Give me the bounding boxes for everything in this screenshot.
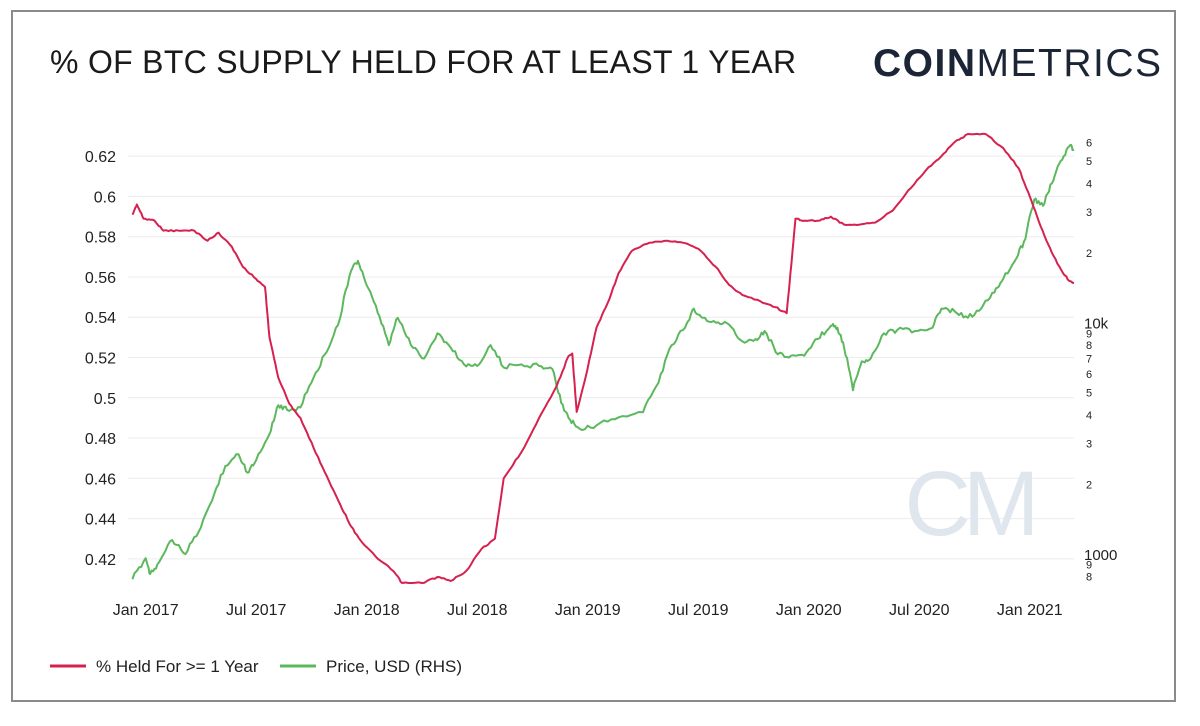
x-tick-label: Jul 2019 — [668, 602, 729, 619]
series-line-held — [131, 132, 1075, 584]
series-layer — [131, 132, 1075, 584]
right-minor-tick-label: 2 — [1086, 479, 1092, 491]
left-tick-label: 0.58 — [85, 230, 116, 247]
x-tick-label: Jul 2017 — [226, 602, 287, 619]
right-minor-tick-label: 6 — [1086, 369, 1092, 381]
x-tick-label: Jan 2020 — [776, 602, 842, 619]
left-tick-label: 0.5 — [94, 391, 116, 408]
x-tick-label: Jan 2021 — [997, 602, 1063, 619]
left-tick-label: 0.46 — [85, 471, 116, 488]
coinmetrics-logo: COINMETRICS — [873, 42, 1163, 86]
x-tick-label: Jan 2019 — [555, 602, 621, 619]
right-minor-tick-label: 9 — [1086, 328, 1092, 340]
left-tick-label: 0.56 — [85, 270, 116, 287]
gridlines — [128, 155, 1074, 560]
right-minor-tick-label: 7 — [1086, 354, 1092, 366]
right-minor-tick-label: 4 — [1086, 178, 1092, 190]
chart-title: % OF BTC SUPPLY HELD FOR AT LEAST 1 YEAR — [50, 44, 797, 80]
left-tick-label: 0.6 — [94, 189, 116, 206]
right-minor-tick-label: 2 — [1086, 248, 1092, 260]
left-y-axis: 0.42 0.44 0.46 0.48 0.5 0.52 0.54 0.56 0.58 0.6 0.… — [85, 149, 116, 569]
right-major-tick-label: 1000 — [1084, 547, 1117, 564]
series-line-price — [131, 143, 1075, 580]
right-minor-tick-label: 5 — [1086, 156, 1092, 168]
right-minor-tick-label: 3 — [1086, 207, 1092, 219]
left-tick-label: 0.52 — [85, 351, 116, 368]
x-tick-label: Jan 2018 — [334, 602, 400, 619]
right-minor-tick-label: 5 — [1086, 387, 1092, 399]
left-tick-label: 0.54 — [85, 310, 116, 327]
legend: % Held For >= 1 Year Price, USD (RHS) — [50, 657, 462, 676]
right-minor-tick-label: 8 — [1086, 340, 1092, 352]
x-tick-label: Jul 2018 — [447, 602, 508, 619]
logo-coin: COIN — [873, 42, 977, 85]
right-major-tick-label: 10k — [1084, 316, 1109, 333]
logo-metrics: METRICS — [976, 42, 1163, 85]
left-tick-label: 0.62 — [85, 149, 116, 166]
legend-label: Price, USD (RHS) — [326, 657, 462, 676]
right-minor-tick-label: 4 — [1086, 410, 1092, 422]
cm-watermark: CM — [904, 453, 1032, 555]
left-tick-label: 0.48 — [85, 431, 116, 448]
legend-label: % Held For >= 1 Year — [96, 657, 259, 676]
right-minor-tick-label: 8 — [1086, 572, 1092, 584]
x-tick-label: Jul 2020 — [889, 602, 950, 619]
left-tick-label: 0.44 — [85, 512, 116, 529]
chart-frame — [11, 10, 1176, 702]
right-minor-tick-label: 6 — [1086, 138, 1092, 150]
x-tick-label: Jan 2017 — [113, 602, 179, 619]
right-minor-tick-label: 3 — [1086, 439, 1092, 451]
x-axis: Jan 2017 Jul 2017 Jan 2018 Jul 2018 Jan 2019… — [113, 602, 1063, 619]
left-tick-label: 0.42 — [85, 552, 116, 569]
right-minor-tick-label: 9 — [1086, 560, 1092, 572]
